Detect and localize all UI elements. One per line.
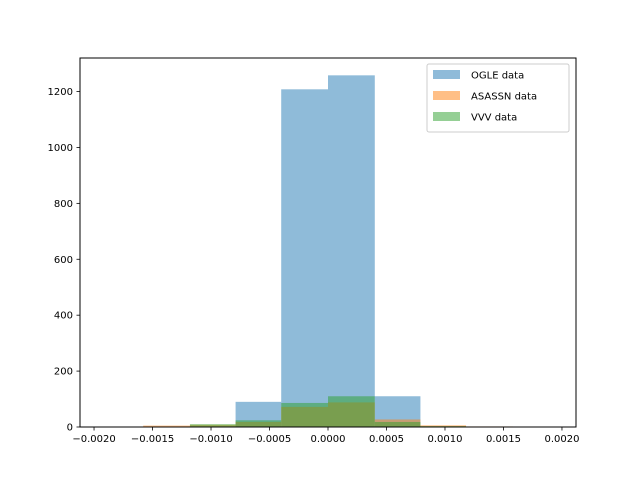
bar-vvv-data-0 [189,424,236,427]
x-tick-label: 0.0005 [369,434,404,445]
x-tick-label: −0.0010 [189,434,232,445]
x-tick-label: 0.0020 [544,434,579,445]
y-tick-label: 1000 [48,143,73,154]
legend-label: VVV data [471,113,517,124]
legend: OGLE data ASASSN data VVV data [426,63,570,133]
legend-swatch [433,70,460,79]
bar-vvv-data-1 [235,420,282,427]
legend-box [426,63,570,133]
y-tick-label: 800 [54,199,73,210]
x-tick-label: −0.0005 [248,434,291,445]
legend-label: OGLE data [471,71,524,82]
legend-label: ASASSN data [471,92,537,103]
y-tick-label: 600 [54,255,73,266]
bar-ogle-data-1 [281,89,328,428]
x-tick-label: 0.0015 [486,434,521,445]
y-tick-label: 400 [54,311,73,322]
bar-ogle-data-2 [328,75,375,427]
x-tick-label: −0.0020 [72,434,115,445]
bars-layer [143,75,513,428]
x-axis: −0.0020 −0.0015 −0.0010 −0.0005 0.0000 0.0005… [72,427,579,445]
legend-swatch [433,112,460,121]
bar-vvv-data-2 [281,402,328,427]
x-tick-label: 0.0000 [311,434,346,445]
y-tick-label: 0 [67,423,73,434]
bar-asassn-data-0 [143,425,190,427]
y-tick-label: 1200 [48,87,73,98]
bar-vvv-data-4 [374,421,421,427]
legend-swatch [433,91,460,100]
bar-vvv-data-3 [328,396,375,427]
y-axis: 0 200 400 600 800 1000 1200 [48,87,80,434]
y-tick-label: 200 [54,367,73,378]
x-tick-label: −0.0015 [131,434,174,445]
x-tick-label: 0.0010 [427,434,462,445]
axes-frame [79,57,577,428]
